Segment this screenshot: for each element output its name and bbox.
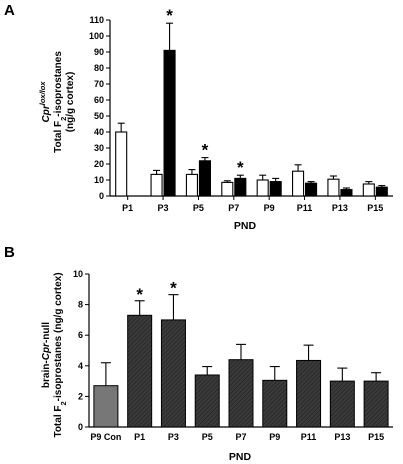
b-xtick-label-p11: P11: [301, 432, 317, 442]
panel-a-ylabel-iso: -isoprostanes: [53, 51, 64, 117]
b-xtick-label-p7: P7: [235, 432, 246, 442]
a-xtick-label-p15: P15: [367, 203, 383, 213]
panel-a-ylabel-subscript: 2: [59, 117, 68, 121]
a-bar-p7-s1: [221, 181, 234, 197]
a-ytick-label-50: 50: [94, 111, 104, 121]
a-ytick-label-40: 40: [94, 127, 104, 137]
a-ytick-label-0: 0: [99, 191, 104, 201]
b-bar-p5: [194, 374, 220, 428]
b-xtick-label-p5: P5: [202, 432, 213, 442]
a-ytick-label-60: 60: [94, 95, 104, 105]
panel-a-letter: A: [4, 2, 15, 19]
a-significance-p3: *: [166, 6, 173, 25]
a-ytick-label-110: 110: [89, 15, 104, 25]
a-significance-p5: *: [202, 141, 209, 160]
panel-b-ylabel-gene: Cpr: [41, 342, 52, 360]
b-bar-p1: [127, 314, 153, 428]
panel-a-ylabel-gene: Cpr: [41, 104, 52, 122]
a-bar-p5-s2: [198, 160, 211, 197]
a-ytick-label-30: 30: [94, 143, 104, 153]
panel-b: B brain-Cpr-null Total F2-isoprostanes (…: [4, 244, 393, 463]
a-ytick-label-90: 90: [94, 47, 104, 57]
a-bar-p15-s2: [375, 186, 388, 197]
b-ytick-label-4: 4: [78, 361, 83, 371]
panel-b-ylabel-line2: Total F2-isoprostanes (ng/g cortex): [53, 272, 68, 437]
panel-b-ylabel-iso: -isoprostanes (ng/g cortex): [53, 272, 64, 401]
b-bar-p7: [228, 359, 254, 428]
a-bar-p7-s2: [234, 177, 247, 197]
panel-b-plot: 0 2 4 6 8 10 P9 Con P1 P3 P5 P7 P9 P11 P13 P15 * *: [73, 269, 393, 442]
a-bar-p1-s1: [115, 131, 128, 197]
b-bar-p11: [296, 359, 322, 428]
a-xtick-label-p11: P11: [297, 203, 313, 213]
panel-b-xlabel: PND: [229, 451, 252, 463]
b-bar-p13: [329, 380, 355, 428]
a-xtick-label-p9: P9: [264, 203, 275, 213]
panel-a-plot: 0 10 20 30 40 50 60 70 80 90 100 110 P1 P3 P5 P7 P9 P11 P1…: [89, 6, 393, 213]
a-bar-p3-s2: [163, 49, 176, 197]
b-bar-p9: [262, 379, 288, 428]
a-bar-p9-s1: [256, 179, 269, 197]
panel-b-ylabel-brain: brain-: [41, 360, 52, 388]
a-ytick-label-10: 10: [94, 175, 104, 185]
b-ytick-label-6: 6: [78, 330, 83, 340]
a-bar-p3-s1: [150, 173, 163, 197]
a-xtick-label-p5: P5: [193, 203, 204, 213]
panel-a-ylabel-genotype: lox/lox: [38, 81, 47, 106]
a-bar-p11-s2: [305, 182, 318, 197]
b-ytick-label-10: 10: [73, 269, 83, 279]
a-xtick-label-p13: P13: [332, 203, 348, 213]
a-ytick-label-70: 70: [94, 79, 104, 89]
a-ytick-label-80: 80: [94, 63, 104, 73]
a-bar-p11-s1: [292, 170, 305, 197]
b-ytick-label-8: 8: [78, 300, 83, 310]
a-bar-p15-s1: [362, 183, 375, 197]
b-xtick-label-p1: P1: [134, 432, 145, 442]
b-bar-p15: [363, 380, 389, 428]
panel-a-ylabel-total: Total F: [53, 121, 64, 153]
a-xtick-label-p7: P7: [228, 203, 239, 213]
b-significance-p3: *: [170, 279, 177, 298]
a-significance-p7: *: [237, 158, 244, 177]
b-xtick-label-p9-con: P9 Con: [90, 432, 121, 442]
panel-a-ylabel-line2: Total F2-isoprostanes: [53, 51, 68, 153]
a-xtick-label-p1: P1: [122, 203, 133, 213]
panel-b-ylabel-null: -null: [41, 322, 52, 343]
b-xtick-label-p3: P3: [168, 432, 179, 442]
panel-a-ylabel-line3: (ng/g cortex): [65, 72, 76, 133]
b-xtick-label-p15: P15: [368, 432, 384, 442]
panel-a-xlabel: PND: [234, 220, 257, 232]
a-bar-p13-s2: [340, 189, 353, 197]
a-ytick-label-20: 20: [94, 159, 104, 169]
a-bar-p5-s1: [185, 173, 198, 197]
b-significance-p1: *: [136, 285, 143, 304]
b-ytick-label-2: 2: [78, 391, 83, 401]
panel-a-ylabel: Cprlox/lox Total F2-isoprostanes (ng/g c…: [38, 51, 77, 153]
b-ytick-label-0: 0: [78, 422, 83, 432]
panel-b-ylabel-line1: brain-Cpr-null: [41, 322, 52, 388]
b-xtick-label-p9: P9: [269, 432, 280, 442]
panel-b-ylabel: brain-Cpr-null Total F2-isoprostanes (ng…: [41, 272, 68, 437]
panel-a: A Cprlox/lox Total F2-isoprostanes (ng/g…: [4, 2, 393, 232]
panel-b-letter: B: [4, 244, 15, 261]
a-xtick-label-p3: P3: [158, 203, 169, 213]
b-bar-p3: [160, 319, 186, 428]
panel-b-ylabel-total: Total F: [53, 406, 64, 438]
b-bar-p9-con: [93, 385, 119, 428]
b-xtick-label-p13: P13: [334, 432, 350, 442]
a-ytick-label-100: 100: [89, 31, 104, 41]
panel-b-ylabel-subscript: 2: [59, 401, 68, 405]
a-bar-p9-s2: [269, 181, 282, 197]
panel-a-ylabel-line1: Cprlox/lox: [38, 81, 53, 123]
a-bar-p13-s1: [327, 178, 340, 197]
